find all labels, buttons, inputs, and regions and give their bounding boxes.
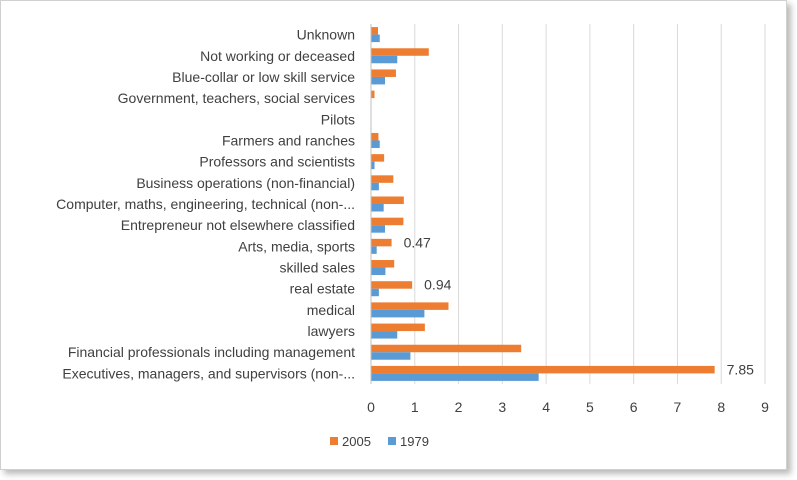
bar-1979-computer-maths-engineering-technical-non (371, 204, 384, 212)
x-tick-label-9: 9 (761, 399, 769, 415)
bar-1979-not-working-or-deceased (371, 55, 398, 64)
category-label-blue-collar-or-low-skill-service: Blue-collar or low skill service (172, 69, 355, 85)
bar-2005-farmers-and-ranches (371, 132, 379, 141)
category-label-not-working-or-deceased: Not working or deceased (200, 48, 355, 64)
category-label-unknown: Unknown (297, 27, 355, 43)
bar-1979-blue-collar-or-low-skill-service (371, 76, 386, 85)
bar-1979-financial-professionals-including-management (371, 352, 411, 360)
bar-1979-unknown (371, 34, 380, 43)
category-label-medical: medical (307, 302, 355, 318)
bar-2005-not-working-or-deceased (371, 48, 429, 56)
category-label-farmers-and-ranches: Farmers and ranches (222, 132, 355, 148)
bar-1979-skilled-sales (371, 267, 386, 276)
bar-2005-financial-professionals-including-management (371, 344, 522, 353)
bar-1979-real-estate (371, 288, 379, 297)
bar-1979-lawyers (371, 331, 398, 339)
bar-2005-skilled-sales (371, 260, 395, 268)
x-tick-label-7: 7 (674, 399, 682, 415)
legend-swatch-1979 (388, 437, 396, 445)
bar-2005-arts-media-sports (371, 238, 392, 247)
category-label-government-teachers-social-services: Government, teachers, social services (118, 90, 355, 106)
bar-1979-professors-and-scientists (371, 161, 375, 170)
bar-1979-business-operations-non-financial (371, 182, 379, 191)
x-tick-label-1: 1 (411, 399, 419, 415)
x-tick-labels: 0 1 2 3 4 5 6 7 8 9 (367, 399, 769, 415)
x-tick-label-8: 8 (717, 399, 725, 415)
bar-2005-professors-and-scientists (371, 154, 385, 162)
category-label-financial-professionals-including-management: Financial professionals including manage… (68, 344, 355, 360)
gridlines (414, 24, 766, 384)
bar-2005-entrepreneur-not-elsewhere-classified (371, 217, 404, 226)
data-labels: 7.85 0.94 0.47 (404, 234, 755, 377)
bar-2005-unknown (371, 27, 379, 35)
legend-label-2005: 2005 (342, 434, 371, 449)
category-label-pilots: Pilots (321, 111, 355, 127)
category-label-real-estate: real estate (290, 281, 356, 297)
bars (371, 27, 715, 381)
bar-2005-real-estate (371, 281, 413, 289)
x-tick-label-6: 6 (630, 399, 638, 415)
x-tick-label-3: 3 (498, 399, 506, 415)
legend: 2005 1979 (330, 434, 429, 449)
bar-1979-medical (371, 309, 425, 318)
bar-2005-medical (371, 302, 449, 310)
bar-1979-executives-managers-and-supervisors-non (371, 373, 539, 381)
category-labels: Executives, managers, and supervisors (n… (56, 27, 355, 382)
category-label-skilled-sales: skilled sales (280, 260, 355, 276)
category-label-executives-managers-and-supervisors-non: Executives, managers, and supervisors (n… (62, 365, 355, 381)
legend-swatch-2005 (330, 437, 338, 445)
x-tick-label-4: 4 (542, 399, 550, 415)
x-tick-label-5: 5 (586, 399, 594, 415)
bar-1979-arts-media-sports (371, 246, 377, 254)
bar-2005-blue-collar-or-low-skill-service (371, 69, 396, 77)
bar-2005-lawyers (371, 323, 425, 332)
category-label-arts-media-sports: Arts, media, sports (238, 238, 355, 254)
bar-1979-entrepreneur-not-elsewhere-classified (371, 225, 386, 233)
data-label-executives-managers-and-supervisors-non: 7.85 (727, 361, 754, 377)
x-tick-label-2: 2 (455, 399, 463, 415)
x-tick-label-0: 0 (367, 399, 375, 415)
category-label-lawyers: lawyers (308, 323, 355, 339)
category-label-entrepreneur-not-elsewhere-classified: Entrepreneur not elsewhere classified (121, 217, 355, 233)
bar-1979-farmers-and-ranches (371, 140, 380, 148)
data-label-real-estate: 0.94 (424, 277, 451, 293)
bar-2005-business-operations-non-financial (371, 175, 394, 183)
legend-label-1979: 1979 (400, 434, 429, 449)
bar-2005-executives-managers-and-supervisors-non (371, 365, 715, 374)
category-label-business-operations-non-financial: Business operations (non-financial) (136, 175, 355, 191)
bar-2005-computer-maths-engineering-technical-non (371, 196, 404, 204)
category-label-computer-maths-engineering-technical-non: Computer, maths, engineering, technical … (56, 196, 355, 212)
data-label-arts-media-sports: 0.47 (404, 234, 431, 250)
chart-frame (0, 0, 787, 470)
category-label-professors-and-scientists: Professors and scientists (199, 154, 355, 170)
bar-2005-government-teachers-social-services (371, 90, 375, 99)
